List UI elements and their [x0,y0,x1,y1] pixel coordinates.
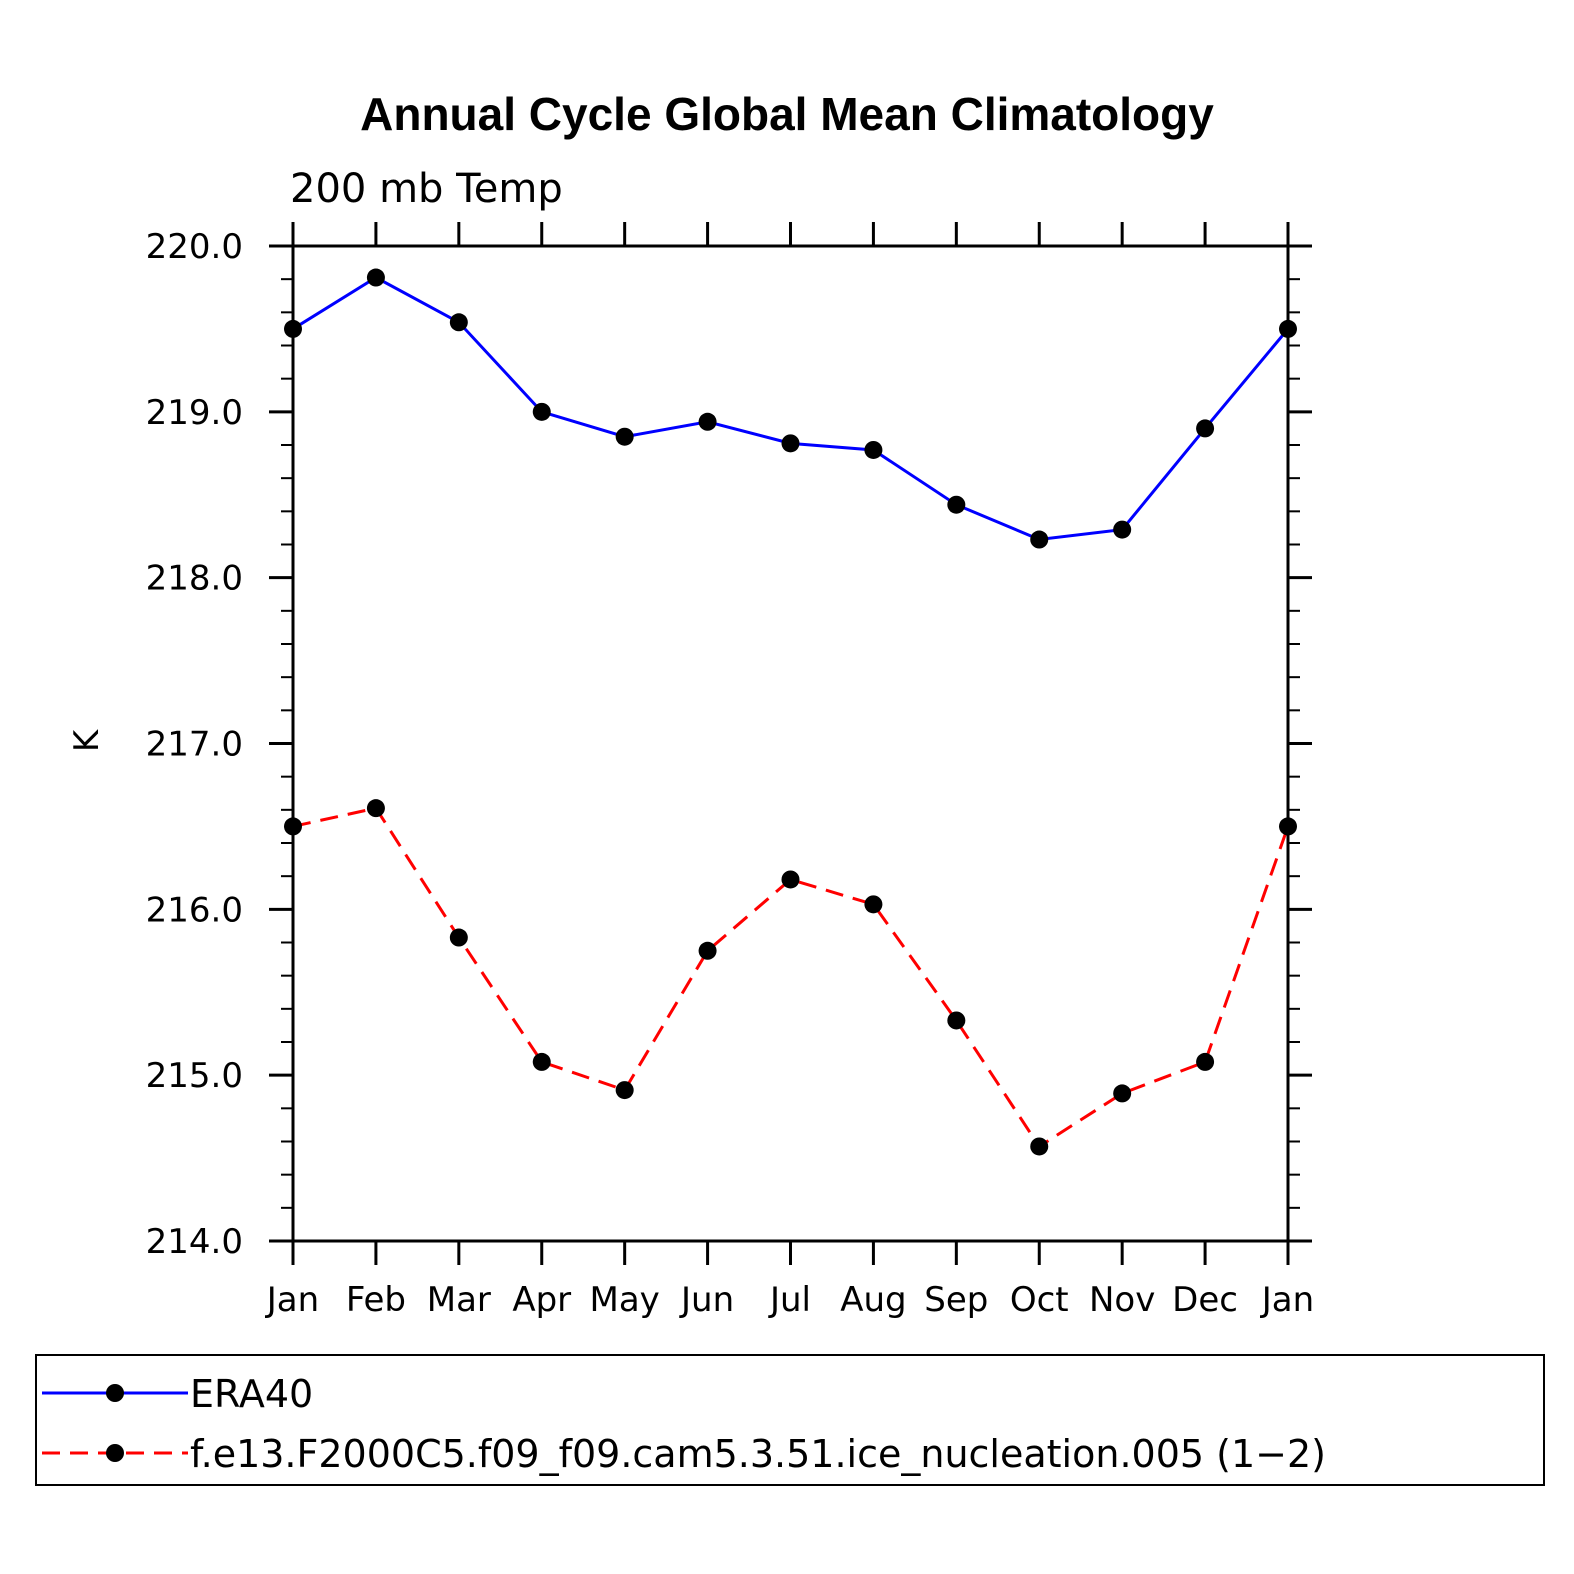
x-tick-label: Jun [679,1280,734,1320]
x-tick-label: May [590,1280,660,1320]
data-point [947,495,966,514]
legend-marker [106,1444,124,1462]
legend-entries: ERA40 f.e13.F2000C5.f09_f09.cam5.3.51.ice… [42,1372,1326,1476]
data-point [1030,530,1049,549]
y-tick-label: 217.0 [146,725,243,765]
data-point [698,941,717,960]
data-point [615,1081,634,1100]
axes: Jan Feb Mar Apr May Jun Jul Aug Sep Oct Nov Dec Jan 2… [146,222,1314,1320]
series-line-2 [292,806,1290,1149]
x-tick-label: Jul [768,1280,811,1320]
y-tick-label: 216.0 [146,890,243,930]
data-point [698,412,717,431]
y-tick-label: 219.0 [146,393,243,433]
x-tick-label: Dec [1172,1280,1238,1320]
chart-subtitle: 200 mb Temp [290,166,563,212]
data-point [284,319,302,338]
y-tick-label: 218.0 [146,559,243,599]
data-point [366,799,385,818]
x-tick-label: Mar [427,1280,491,1320]
data-point [781,870,800,889]
data-point [1113,520,1132,539]
data-point [1279,319,1297,338]
x-tick-label: Nov [1089,1280,1155,1320]
data-point [1113,1084,1132,1103]
data-point [449,313,468,332]
data-point [449,928,468,947]
x-tick-label: Aug [840,1280,906,1320]
y-tick-label: 215.0 [146,1056,243,1096]
data-point [366,268,385,287]
data-point [1279,817,1297,836]
x-tick-label: Sep [924,1280,988,1320]
data-point [284,817,302,836]
data-point [1030,1137,1049,1156]
data-point [781,434,800,453]
legend-label: ERA40 [190,1372,313,1416]
legend-box [35,1354,1545,1486]
y-tick-label: 214.0 [146,1222,243,1262]
legend: ERA40 f.e13.F2000C5.f09_f09.cam5.3.51.ice… [35,1354,1545,1486]
legend-marker [106,1384,124,1402]
data-point [615,427,634,446]
y-axis-label: K [67,728,107,752]
x-tick-label: Jan [1260,1280,1314,1320]
data-point [1196,1052,1215,1071]
x-tick-label: Oct [1010,1280,1069,1320]
data-point [532,402,551,421]
x-tick-label: Apr [512,1280,571,1320]
data-point [864,895,883,914]
data-point [864,440,883,459]
legend-label: f.e13.F2000C5.f09_f09.cam5.3.51.ice_nucl… [190,1432,1326,1476]
plot-frame [291,244,1290,1243]
y-tick-label: 220.0 [146,227,243,267]
chart-title: Annual Cycle Global Mean Climatology [360,88,1214,140]
data-point [532,1052,551,1071]
x-tick-label: Jan [265,1280,319,1320]
data-point [1196,419,1215,438]
x-tick-label: Feb [346,1280,406,1320]
series-layer [284,268,1297,1156]
series-line-1 [292,275,1290,542]
data-point [947,1011,966,1030]
